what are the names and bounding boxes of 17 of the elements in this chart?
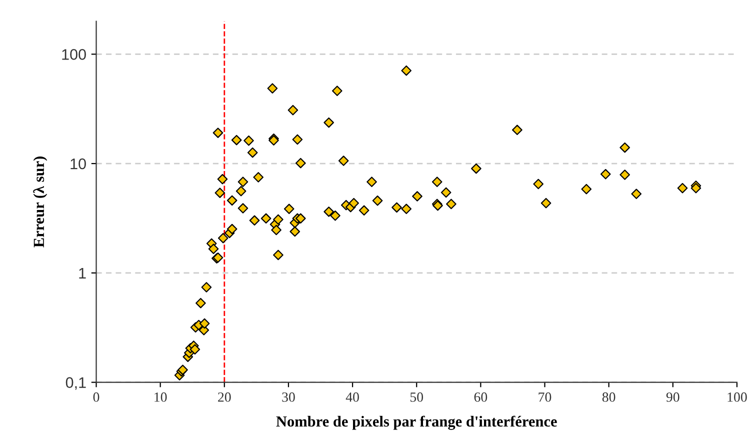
x-tick-label: 60 [474, 392, 488, 402]
y-tick-label: 100 [62, 49, 86, 60]
x-tick-label: 40 [346, 392, 359, 402]
y-axis-title: Erreur (λ sur) [33, 156, 48, 248]
x-tick-label: 80 [602, 392, 616, 402]
y-tick-label: 0,1 [66, 377, 86, 390]
y-tick-label: 10 [70, 158, 86, 170]
x-tick-label: 20 [218, 392, 231, 402]
x-tick-label: 100 [728, 392, 747, 402]
x-tick-label: 30 [282, 392, 295, 402]
x-tick-label: 70 [538, 392, 552, 402]
x-tick-label: 50 [410, 392, 424, 402]
x-tick-label: 0 [93, 392, 100, 402]
x-tick-label: 10 [154, 392, 167, 402]
x-axis-title: Nombre de pixels par frange d'interférence [276, 416, 557, 430]
y-tick-label: 1 [79, 268, 86, 278]
x-tick-label: 90 [666, 392, 680, 402]
